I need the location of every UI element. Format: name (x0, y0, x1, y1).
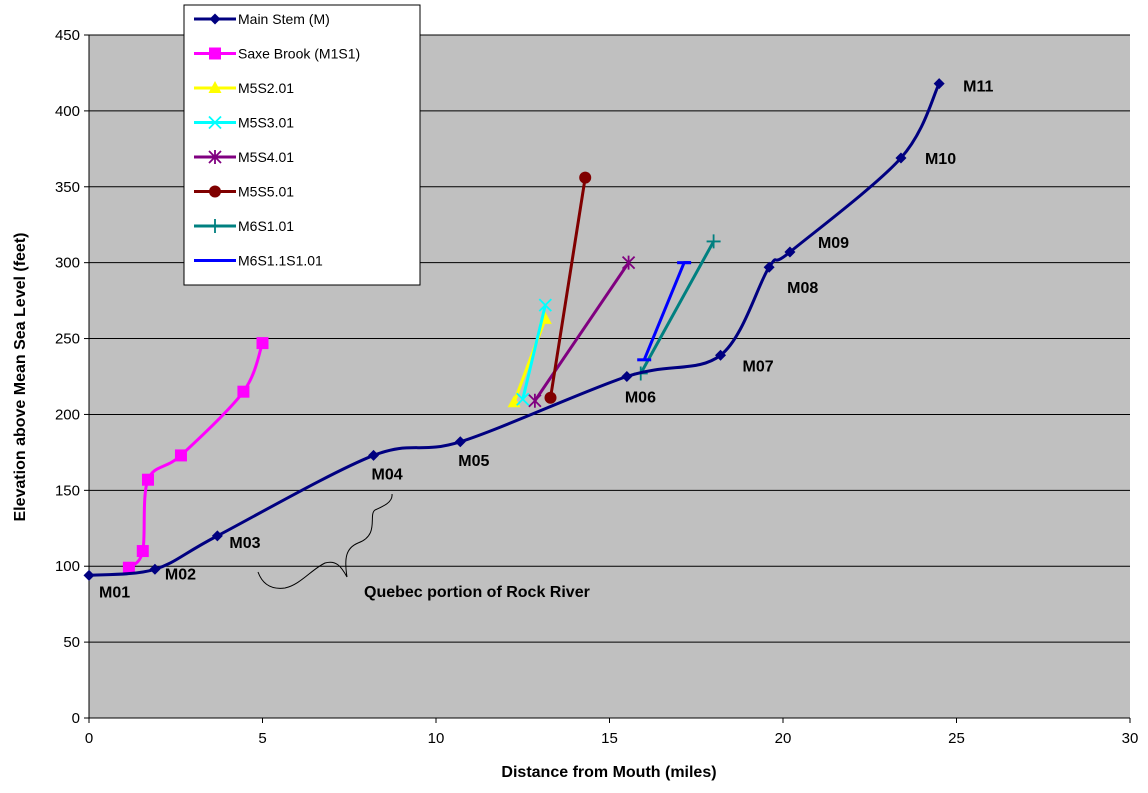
x-tick-label: 15 (601, 730, 618, 747)
data-point (621, 255, 636, 270)
legend-marker (208, 219, 222, 233)
data-point (83, 569, 95, 581)
legend-item: M5S4.01 (194, 149, 294, 165)
legend-marker (208, 115, 222, 130)
series-4 (528, 255, 636, 408)
data-point (579, 171, 592, 184)
y-tick-label: 100 (55, 558, 80, 575)
legend-label: Main Stem (M) (238, 11, 330, 27)
legend-item: M6S1.01 (194, 218, 294, 234)
annotation-quebec: Quebec portion of Rock River (257, 493, 590, 601)
point-label: M07 (743, 358, 774, 375)
data-point (528, 393, 542, 408)
y-tick-label: 150 (55, 482, 80, 499)
series-7 (637, 261, 692, 362)
data-point (715, 349, 727, 361)
legend-marker (209, 47, 221, 60)
point-label: M04 (372, 466, 403, 483)
data-point (211, 530, 223, 542)
point-label: M05 (458, 453, 489, 470)
legend-label: M6S1.1S1.01 (238, 253, 323, 269)
data-point (544, 391, 557, 404)
x-tick-label: 0 (85, 730, 93, 747)
series-line (549, 177, 587, 398)
y-tick-label: 350 (55, 179, 80, 196)
x-tick-label: 30 (1122, 730, 1139, 747)
data-point (174, 449, 187, 462)
legend-item: M6S1.1S1.01 (194, 253, 323, 269)
legend-label: M5S5.01 (238, 184, 294, 200)
data-point (516, 392, 530, 406)
data-point (141, 473, 154, 486)
data-point (136, 545, 149, 558)
data-point (895, 152, 907, 164)
series-layer (83, 78, 945, 581)
legend-label: M5S3.01 (238, 115, 294, 131)
y-tick-label: 250 (55, 331, 80, 348)
series-line (533, 261, 630, 402)
data-point (149, 563, 161, 575)
y-tick-label: 200 (55, 406, 80, 423)
data-point (763, 261, 775, 273)
series-1 (122, 337, 269, 574)
point-labels: M01 M02 M03 M04 M05 M06 M07 M08 M09 M10 M11 (99, 79, 993, 602)
data-point (237, 385, 250, 398)
legend-box (183, 4, 421, 286)
axis-ticks: 0 50 100 150 200 250 300 350 400 450 0 5 10 15 20 25 30 (55, 27, 1138, 747)
data-point (706, 234, 721, 249)
data-point (122, 561, 135, 574)
series-line (639, 240, 715, 375)
data-point (368, 449, 380, 461)
y-axis-title: Elevation above Mean Sea Level (feet) (12, 233, 29, 522)
point-label: M06 (625, 390, 656, 407)
data-point (538, 298, 552, 312)
y-tick-label: 450 (55, 27, 80, 44)
point-label: M11 (963, 79, 993, 96)
series-3 (516, 298, 552, 406)
y-tick-label: 300 (55, 255, 80, 272)
x-tick-label: 20 (775, 730, 792, 747)
legend-marker (209, 185, 221, 198)
legend-label: Saxe Brook (M1S1) (238, 46, 360, 62)
x-tick-label: 5 (258, 730, 266, 747)
legend-item: M5S3.01 (194, 115, 294, 131)
point-label: M08 (787, 280, 818, 297)
series-0 (83, 78, 945, 581)
y-tick-label: 50 (63, 634, 80, 651)
legend-item: Saxe Brook (M1S1) (194, 46, 360, 62)
legend-item: Main Stem (M) (194, 11, 330, 27)
annotation-text: Quebec portion of Rock River (364, 584, 590, 601)
legend: Main Stem (M) Saxe Brook (M1S1) M5S2.01 M5S… (183, 4, 421, 286)
y-tick-label: 0 (72, 710, 80, 727)
data-point (256, 337, 269, 350)
point-label: M02 (165, 566, 196, 583)
x-tick-label: 25 (948, 730, 965, 747)
legend-label: M5S2.01 (238, 80, 294, 96)
annotation-brace (257, 493, 393, 589)
data-point (454, 436, 466, 448)
point-label: M10 (925, 151, 956, 168)
x-axis-title: Distance from Mouth (miles) (501, 764, 716, 781)
series-5 (544, 171, 592, 404)
data-point (784, 246, 796, 258)
legend-item: M5S5.01 (194, 184, 294, 200)
data-point (933, 78, 945, 90)
legend-label: M5S4.01 (238, 149, 294, 165)
x-tick-label: 10 (428, 730, 445, 747)
data-point (621, 371, 633, 382)
series-line (521, 304, 547, 400)
legend-marker (208, 150, 222, 164)
point-label: M09 (818, 235, 849, 252)
y-tick-label: 400 (55, 103, 80, 120)
point-label: M03 (229, 535, 260, 552)
point-label: M01 (99, 584, 130, 601)
legend-label: M6S1.01 (238, 218, 294, 234)
legend-marker (208, 81, 222, 93)
legend-item: M5S2.01 (194, 80, 294, 96)
legend-marker (209, 13, 221, 25)
